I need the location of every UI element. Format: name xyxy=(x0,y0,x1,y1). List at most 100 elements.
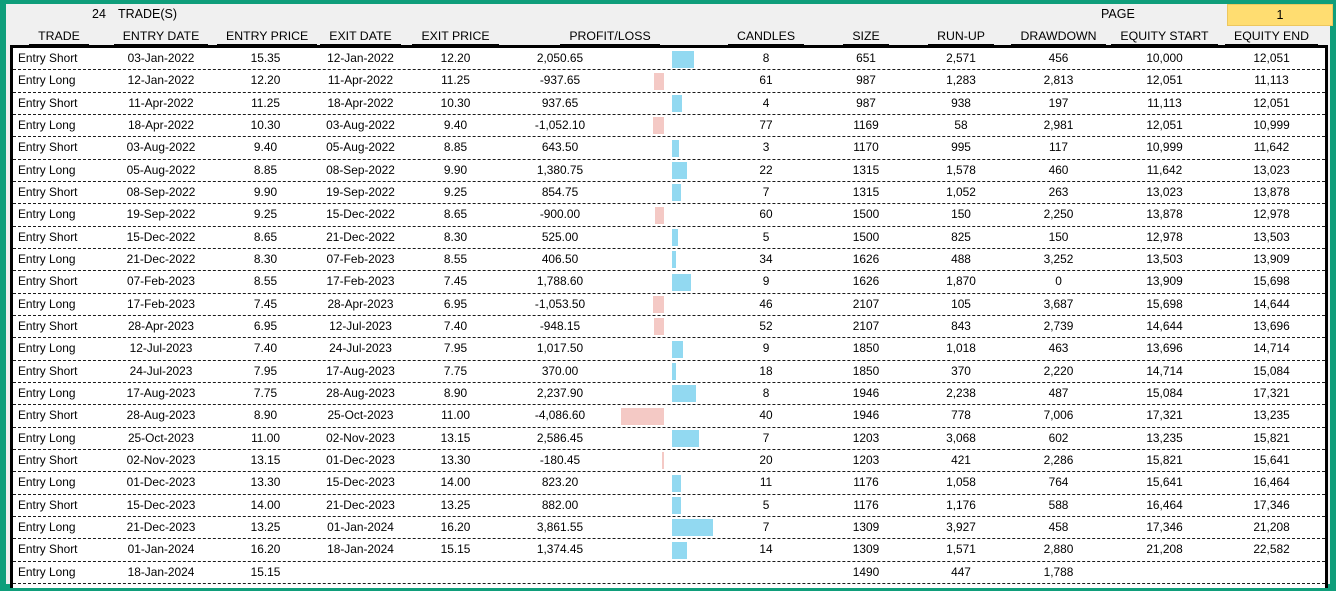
cell-entry-price[interactable]: 11.25 xyxy=(251,95,280,110)
cell-drawdown[interactable]: 0 xyxy=(1055,274,1062,289)
cell-profit-loss[interactable]: -1,052.10 xyxy=(534,118,586,133)
cell-run-up[interactable]: 1,052 xyxy=(946,185,976,200)
cell-size[interactable]: 987 xyxy=(856,95,876,110)
cell-candles[interactable]: 4 xyxy=(762,95,770,110)
cell-equity-end[interactable]: 10,999 xyxy=(1253,118,1290,133)
cell-entry-date[interactable]: 21-Dec-2023 xyxy=(126,520,196,535)
cell-equity-start[interactable]: 15,698 xyxy=(1146,296,1183,311)
cell-candles[interactable]: 34 xyxy=(759,252,773,267)
cell-equity-start[interactable]: 10,000 xyxy=(1146,51,1183,66)
cell-entry-price[interactable]: 7.95 xyxy=(253,363,278,378)
cell-entry-price[interactable]: 13.25 xyxy=(250,520,281,535)
cell-exit-price[interactable]: 13.25 xyxy=(440,497,471,512)
cell-exit-price[interactable]: 10.30 xyxy=(440,95,471,110)
cell-exit-date[interactable]: 17-Feb-2023 xyxy=(326,274,395,289)
cell-candles[interactable]: 46 xyxy=(759,296,773,311)
cell-run-up[interactable]: 2,571 xyxy=(946,51,976,66)
cell-drawdown[interactable]: 2,286 xyxy=(1043,453,1074,468)
cell-entry-date[interactable]: 02-Nov-2023 xyxy=(126,453,196,468)
cell-candles[interactable]: 7 xyxy=(762,520,770,535)
cell-entry-date[interactable]: 28-Apr-2023 xyxy=(127,319,195,334)
cell-equity-start[interactable]: 11,113 xyxy=(1147,95,1182,110)
cell-entry-price[interactable]: 9.90 xyxy=(253,185,278,200)
cell-exit-price[interactable]: 7.45 xyxy=(443,274,468,289)
cell-candles[interactable]: 5 xyxy=(762,497,770,512)
cell-exit-price[interactable]: 7.95 xyxy=(443,341,468,356)
cell-candles[interactable]: 61 xyxy=(759,73,773,88)
cell-equity-start[interactable]: 13,235 xyxy=(1146,430,1183,445)
cell-exit-price[interactable]: 7.75 xyxy=(443,363,468,378)
cell-trade[interactable]: Entry Long xyxy=(18,73,76,88)
cell-trade[interactable]: Entry Long xyxy=(18,341,76,356)
cell-size[interactable]: 651 xyxy=(856,51,876,66)
cell-exit-date[interactable]: 28-Apr-2023 xyxy=(327,296,394,311)
cell-size[interactable]: 1500 xyxy=(852,229,880,244)
cell-exit-date[interactable]: 12-Jul-2023 xyxy=(329,319,392,334)
cell-exit-price[interactable]: 11.25 xyxy=(441,73,470,88)
cell-trade[interactable]: Entry Short xyxy=(18,408,78,423)
cell-entry-date[interactable]: 05-Aug-2022 xyxy=(126,162,196,177)
cell-profit-loss[interactable]: -900.00 xyxy=(539,207,581,222)
cell-profit-loss[interactable]: 406.50 xyxy=(541,252,579,267)
cell-drawdown[interactable]: 460 xyxy=(1048,162,1069,177)
cell-exit-date[interactable]: 01-Jan-2024 xyxy=(327,520,394,535)
cell-size[interactable]: 1203 xyxy=(852,430,880,445)
cell-equity-end[interactable]: 21,208 xyxy=(1253,520,1290,535)
cell-drawdown[interactable]: 2,220 xyxy=(1043,363,1074,378)
cell-equity-end[interactable]: 16,464 xyxy=(1253,475,1290,490)
cell-entry-price[interactable]: 14.00 xyxy=(250,497,281,512)
cell-exit-date[interactable]: 21-Dec-2023 xyxy=(326,497,395,512)
cell-equity-start[interactable]: 12,978 xyxy=(1146,229,1183,244)
cell-equity-start[interactable]: 13,909 xyxy=(1146,274,1183,289)
cell-profit-loss[interactable]: 882.00 xyxy=(541,497,579,512)
cell-entry-date[interactable]: 15-Dec-2022 xyxy=(126,229,196,244)
cell-drawdown[interactable]: 458 xyxy=(1048,520,1069,535)
cell-profit-loss[interactable]: 823.20 xyxy=(541,475,579,490)
cell-exit-price[interactable]: 8.30 xyxy=(443,229,468,244)
cell-trade[interactable]: Entry Long xyxy=(18,207,76,222)
cell-entry-date[interactable]: 08-Sep-2022 xyxy=(126,185,196,200)
cell-run-up[interactable]: 995 xyxy=(951,140,971,155)
cell-exit-date[interactable]: 12-Jan-2022 xyxy=(327,51,394,66)
cell-exit-date[interactable]: 25-Oct-2023 xyxy=(327,408,394,423)
cell-drawdown[interactable]: 487 xyxy=(1048,386,1069,401)
cell-size[interactable]: 1946 xyxy=(852,386,880,401)
cell-run-up[interactable]: 1,018 xyxy=(946,341,976,356)
page-number-box[interactable]: 1 xyxy=(1227,4,1333,26)
cell-entry-price[interactable]: 8.85 xyxy=(253,162,278,177)
cell-equity-start[interactable]: 15,084 xyxy=(1146,386,1183,401)
cell-equity-end[interactable]: 15,821 xyxy=(1253,430,1290,445)
cell-equity-start[interactable]: 13,878 xyxy=(1146,207,1183,222)
cell-equity-start[interactable]: 16,464 xyxy=(1146,497,1183,512)
cell-equity-start[interactable]: 14,644 xyxy=(1146,319,1183,334)
cell-entry-price[interactable]: 13.30 xyxy=(250,475,281,490)
cell-run-up[interactable]: 1,176 xyxy=(946,497,976,512)
cell-drawdown[interactable]: 456 xyxy=(1048,51,1069,66)
cell-profit-loss[interactable]: 525.00 xyxy=(541,229,579,244)
cell-trade[interactable]: Entry Short xyxy=(18,95,78,110)
cell-equity-end[interactable]: 13,696 xyxy=(1253,319,1290,334)
cell-equity-end[interactable]: 22,582 xyxy=(1253,542,1290,557)
cell-profit-loss[interactable]: 3,861.55 xyxy=(536,520,584,535)
cell-entry-date[interactable]: 03-Aug-2022 xyxy=(126,140,196,155)
cell-size[interactable]: 1176 xyxy=(853,497,879,512)
cell-entry-date[interactable]: 03-Jan-2022 xyxy=(127,51,195,66)
cell-exit-price[interactable]: 8.90 xyxy=(443,386,468,401)
cell-run-up[interactable]: 150 xyxy=(951,207,971,222)
cell-candles[interactable]: 77 xyxy=(759,118,773,133)
cell-trade[interactable]: Entry Short xyxy=(18,497,78,512)
cell-profit-loss[interactable]: -180.45 xyxy=(539,453,581,468)
cell-candles[interactable]: 18 xyxy=(759,363,773,378)
cell-exit-price[interactable]: 15.15 xyxy=(440,542,471,557)
cell-run-up[interactable]: 1,578 xyxy=(946,162,976,177)
cell-size[interactable]: 1500 xyxy=(852,207,880,222)
cell-entry-price[interactable]: 7.75 xyxy=(253,386,278,401)
cell-entry-date[interactable]: 12-Jan-2022 xyxy=(127,73,195,88)
cell-equity-start[interactable]: 11,642 xyxy=(1146,162,1183,177)
cell-entry-price[interactable]: 15.35 xyxy=(250,51,281,66)
cell-entry-date[interactable]: 12-Jul-2023 xyxy=(129,341,193,356)
cell-candles[interactable]: 9 xyxy=(762,341,770,356)
cell-entry-price[interactable]: 16.20 xyxy=(250,542,281,557)
cell-entry-date[interactable]: 25-Oct-2023 xyxy=(127,430,195,445)
cell-entry-date[interactable]: 07-Feb-2023 xyxy=(126,274,196,289)
